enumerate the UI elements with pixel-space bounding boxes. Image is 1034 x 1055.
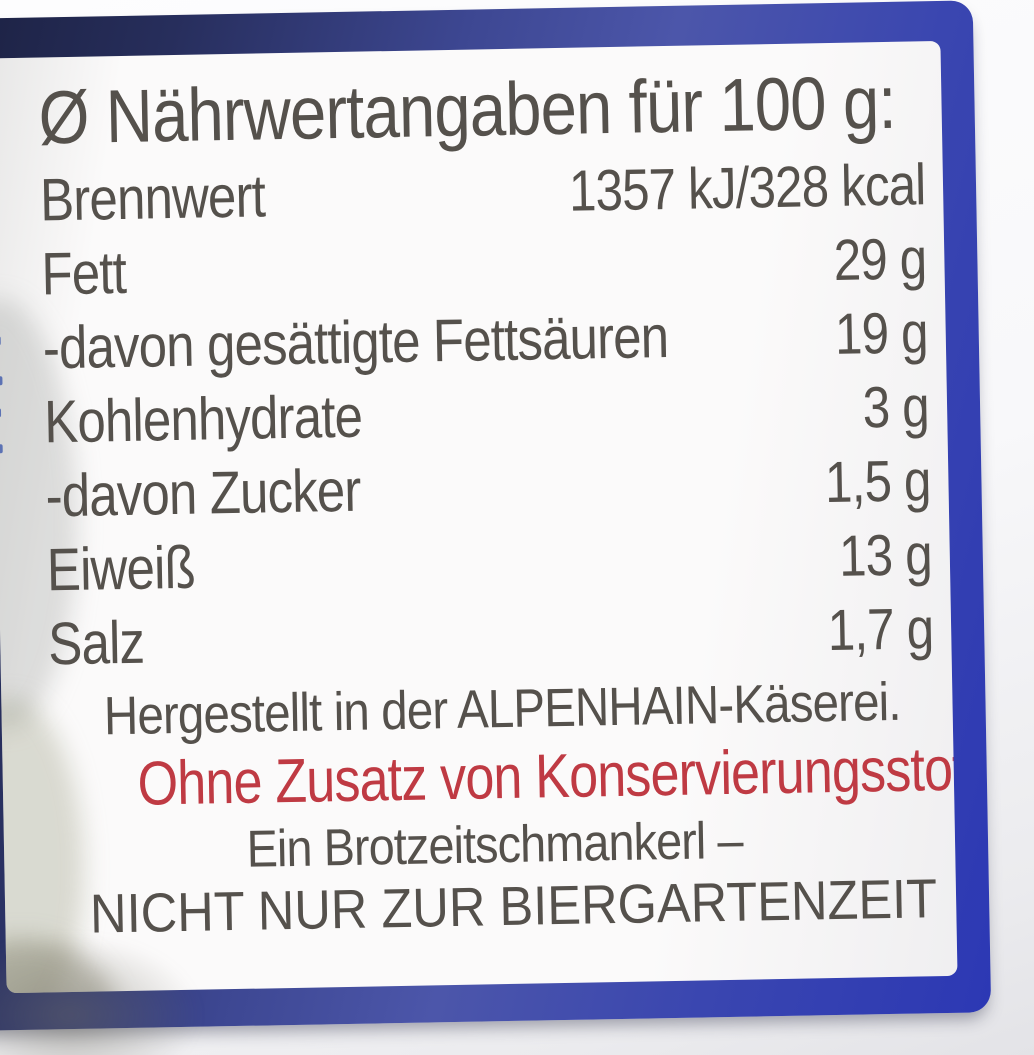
blue-speck xyxy=(0,444,3,454)
nutrition-label: Ø Nährwertangaben für 100 g: Brennwert 1… xyxy=(0,40,958,994)
label-footer: Hergestellt in der ALPENHAIN-Käserei. Oh… xyxy=(49,669,957,945)
nutrient-value: 1,7 g xyxy=(827,596,934,664)
nutrition-title: Ø Nährwertangaben für 100 g: xyxy=(37,59,924,160)
nutrition-title-text: Ø Nährwertangaben für 100 g: xyxy=(37,59,897,160)
nutrient-name: -davon Zucker xyxy=(44,456,362,530)
nutrient-value: 3 g xyxy=(862,374,930,441)
nutrient-name: -davon gesättigte Fettsäuren xyxy=(42,302,669,382)
nutrient-value: 1357 kJ/328 kcal xyxy=(568,152,926,224)
nutrient-name: Kohlenhydrate xyxy=(43,382,363,456)
nutrient-value: 13 g xyxy=(838,522,933,589)
table-row: Salz 1,7 g xyxy=(48,591,934,681)
nutrition-table: Brennwert 1357 kJ/328 kcal Fett 29 g -da… xyxy=(39,147,934,681)
no-preservatives-text: Ohne Zusatz von Konservierungsstoffen. xyxy=(136,733,958,819)
blue-speck xyxy=(0,336,1,346)
nutrient-name: Fett xyxy=(40,238,127,308)
label-border-frame: Ø Nährwertangaben für 100 g: Brennwert 1… xyxy=(0,0,991,1031)
blue-speck xyxy=(0,376,3,386)
nutrient-name: Eiweiß xyxy=(46,533,196,604)
nutrient-name: Salz xyxy=(47,608,145,678)
nutrient-name: Brennwert xyxy=(39,162,266,234)
tagline-text-1: Ein Brotzeitschmankerl – xyxy=(246,811,744,879)
nutrient-value: 29 g xyxy=(833,226,927,293)
blue-speck xyxy=(0,408,2,418)
nutrient-value: 1,5 g xyxy=(824,448,932,516)
nutrient-value: 19 g xyxy=(834,300,929,367)
